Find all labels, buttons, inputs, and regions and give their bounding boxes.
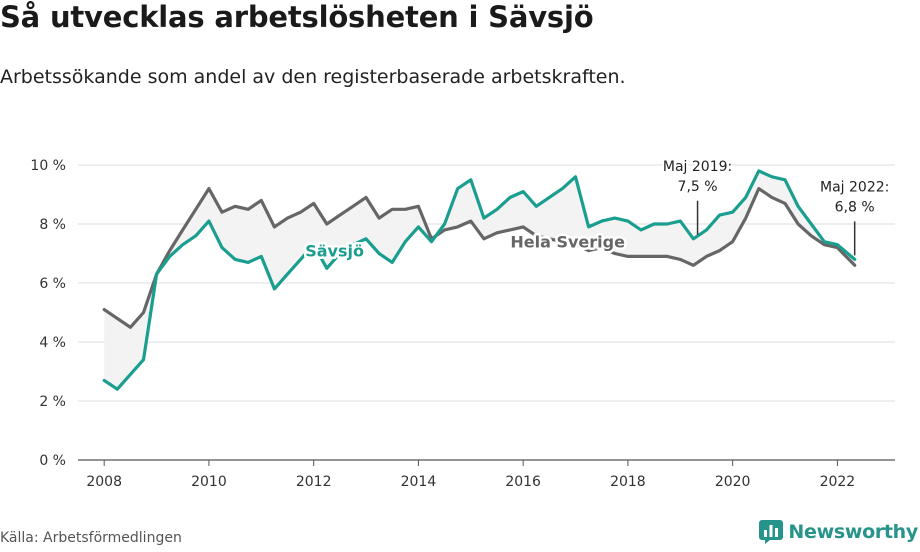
- annotation-text: Maj 2022:: [820, 179, 889, 195]
- x-tick-label: 2008: [86, 474, 122, 490]
- x-tick-label: 2022: [820, 474, 856, 490]
- y-tick-label: 4 %: [39, 335, 66, 351]
- annotation-text: Maj 2019:: [663, 159, 732, 175]
- series-line-sverige: [102, 187, 857, 329]
- chart-subtitle: Arbetssökande som andel av den registerb…: [0, 66, 626, 88]
- brand-logo[interactable]: Newsworthy: [759, 520, 918, 544]
- y-tick-label: 6 %: [39, 276, 66, 292]
- line-chart: 0 % 2 % 4 % 6 % 8 % 10 % 2008 2010 2012 2014 2016 2…: [30, 157, 895, 490]
- x-tick-label: 2018: [610, 474, 646, 490]
- series-label: Sävsjö: [305, 241, 364, 260]
- series-line-savsjo: [102, 169, 857, 391]
- x-tick-label: 2020: [715, 474, 751, 490]
- y-tick-label: 10 %: [30, 158, 66, 174]
- y-tick-label: 2 %: [39, 394, 66, 410]
- x-tick-label: 2014: [401, 474, 437, 490]
- chart-title: Så utvecklas arbetslösheten i Sävsjö: [0, 0, 594, 34]
- x-tick-label: 2012: [296, 474, 332, 490]
- x-tick-label: 2016: [505, 474, 541, 490]
- annotation-text: 6,8 %: [835, 199, 875, 215]
- annotation-text: 7,5 %: [678, 179, 718, 195]
- brand-name: Newsworthy: [788, 521, 918, 543]
- y-tick-label: 8 %: [39, 217, 66, 233]
- source-note: Källa: Arbetsförmedlingen: [0, 530, 182, 546]
- newsworthy-logo-icon: [759, 520, 784, 544]
- series-label: Hela Sverige: [510, 233, 625, 252]
- x-tick-label: 2010: [191, 474, 227, 490]
- y-tick-label: 0 %: [39, 453, 66, 469]
